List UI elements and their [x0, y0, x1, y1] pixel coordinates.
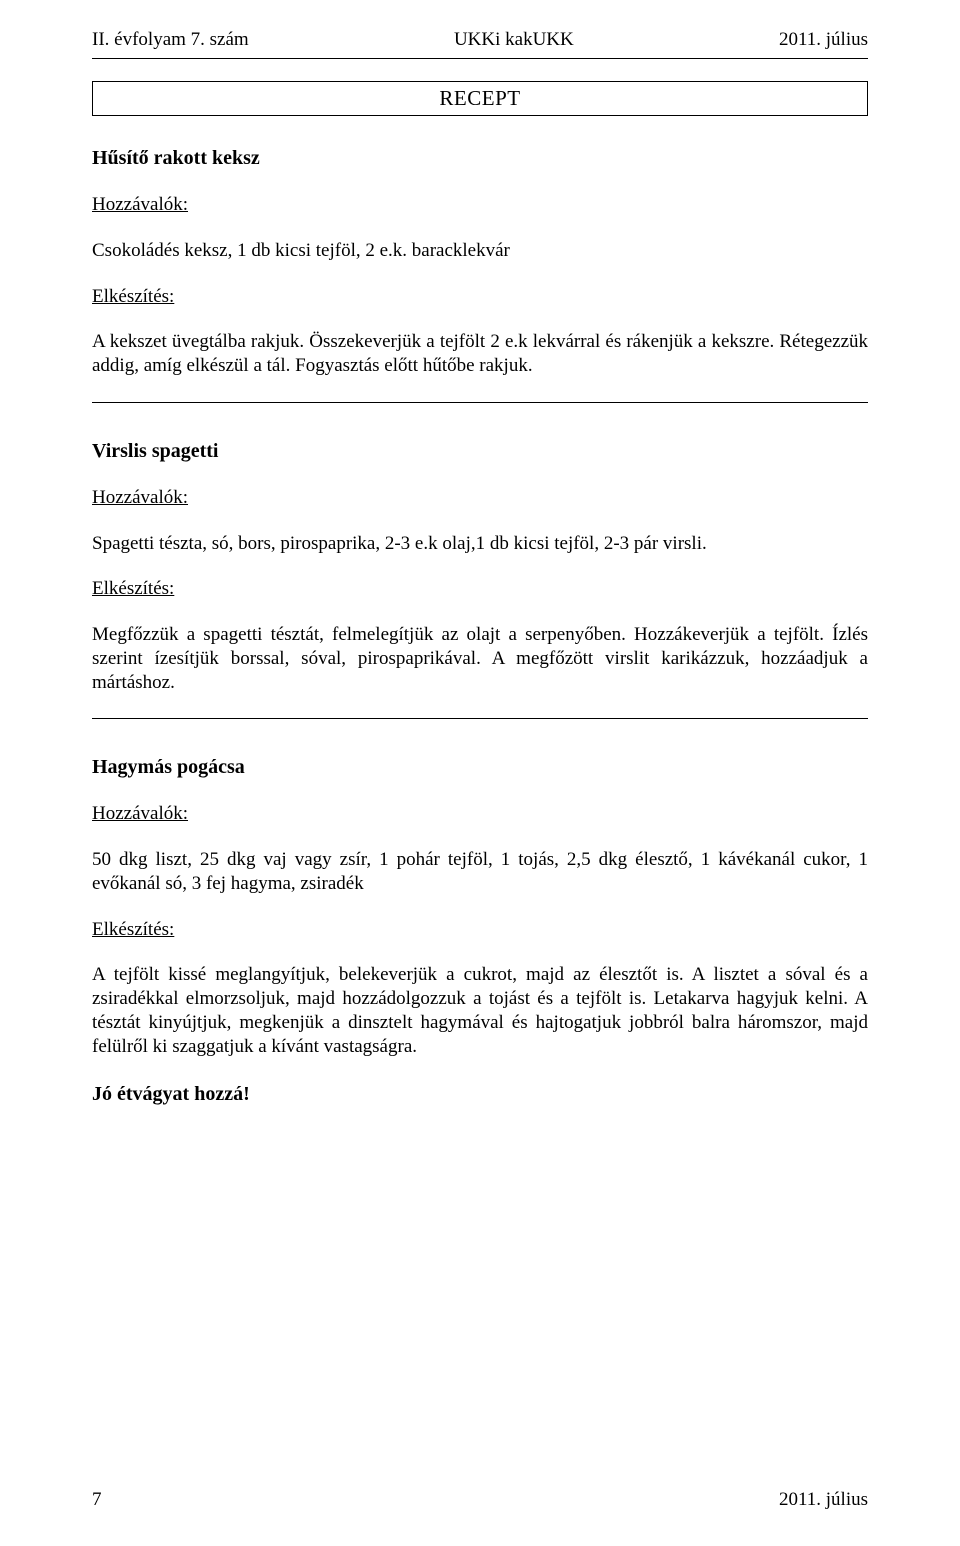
ingredients-label: Hozzávalók: — [92, 802, 868, 826]
recipe-divider — [92, 402, 868, 403]
method-label: Elkészítés: — [92, 285, 868, 309]
method-text: Megfőzzük a spagetti tésztát, felmelegít… — [92, 623, 868, 694]
header-left: II. évfolyam 7. szám — [92, 28, 249, 52]
recipe-title: Virslis spagetti — [92, 439, 868, 464]
recipe-divider — [92, 718, 868, 719]
page-number: 7 — [92, 1488, 102, 1512]
recipe-block: Hűsítő rakott keksz Hozzávalók: Csokolád… — [92, 146, 868, 378]
page-header: II. évfolyam 7. szám UKKi kakUKK 2011. j… — [92, 28, 868, 52]
method-label: Elkészítés: — [92, 918, 868, 942]
method-label: Elkészítés: — [92, 577, 868, 601]
recipe-banner: RECEPT — [92, 81, 868, 116]
closing-text: Jó étvágyat hozzá! — [92, 1082, 868, 1107]
ingredients-label: Hozzávalók: — [92, 486, 868, 510]
recipe-block: Hagymás pogácsa Hozzávalók: 50 dkg liszt… — [92, 755, 868, 1058]
recipe-block: Virslis spagetti Hozzávalók: Spagetti té… — [92, 439, 868, 695]
ingredients-text: Csokoládés keksz, 1 db kicsi tejföl, 2 e… — [92, 239, 868, 263]
page-footer: 7 2011. július — [92, 1488, 868, 1512]
ingredients-text: 50 dkg liszt, 25 dkg vaj vagy zsír, 1 po… — [92, 848, 868, 896]
header-center: UKKi kakUKK — [454, 28, 574, 52]
footer-date: 2011. július — [779, 1488, 868, 1512]
header-right: 2011. július — [779, 28, 868, 52]
ingredients-label: Hozzávalók: — [92, 193, 868, 217]
ingredients-text: Spagetti tészta, só, bors, pirospaprika,… — [92, 532, 868, 556]
recipe-title: Hagymás pogácsa — [92, 755, 868, 780]
recipe-title: Hűsítő rakott keksz — [92, 146, 868, 171]
method-text: A tejfölt kissé meglangyítjuk, belekever… — [92, 963, 868, 1058]
header-divider — [92, 58, 868, 59]
method-text: A kekszet üvegtálba rakjuk. Összekeverjü… — [92, 330, 868, 378]
